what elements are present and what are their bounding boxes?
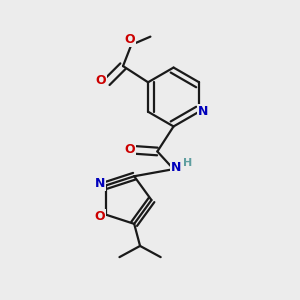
Text: N: N (171, 161, 182, 174)
Text: H: H (183, 158, 192, 168)
Text: O: O (95, 74, 106, 87)
Text: O: O (124, 33, 135, 46)
Text: O: O (94, 210, 105, 223)
Text: O: O (124, 143, 135, 156)
Text: N: N (198, 105, 208, 118)
Text: N: N (95, 177, 106, 190)
